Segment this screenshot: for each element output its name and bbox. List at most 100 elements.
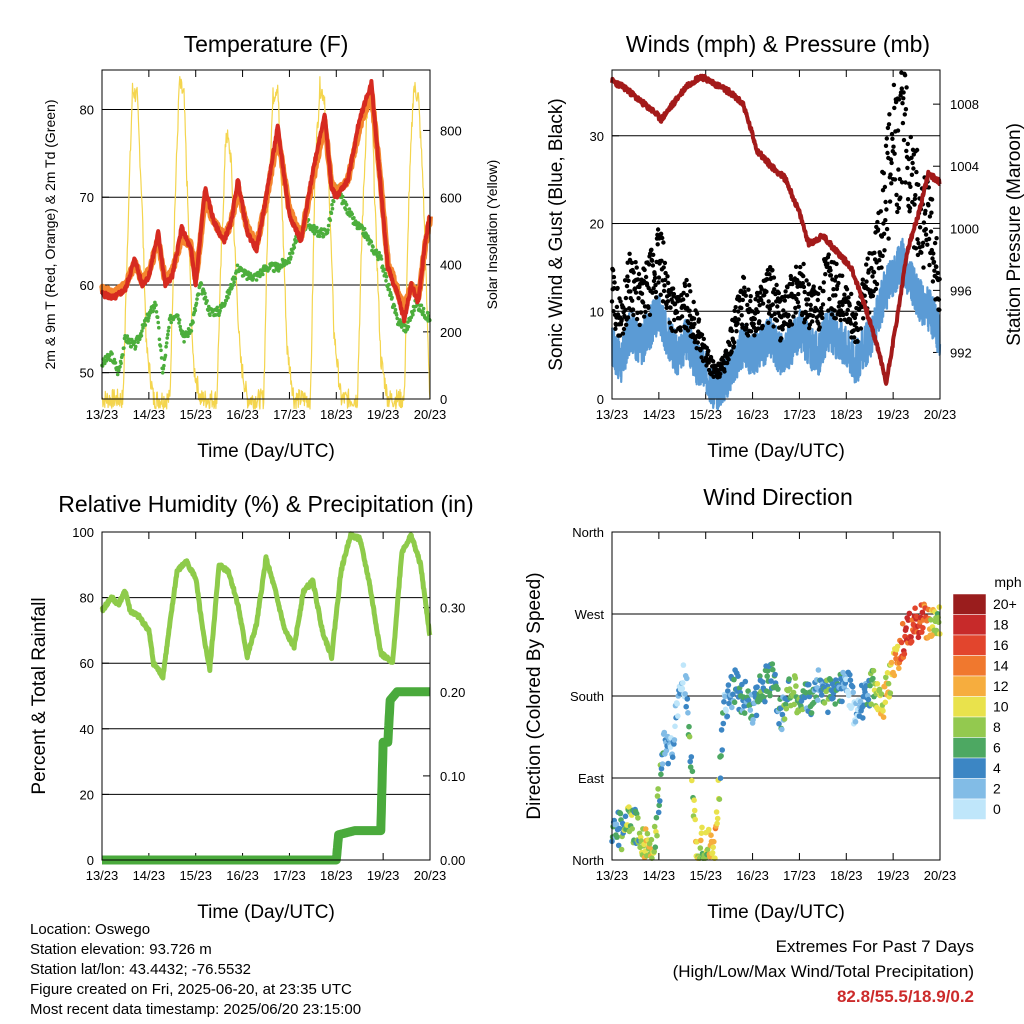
dewpoint-point: [177, 321, 181, 325]
y-tick-label: North: [572, 853, 604, 868]
gust-point: [661, 265, 666, 270]
gust-point: [927, 214, 933, 219]
direction-point: [658, 771, 664, 778]
dewpoint-point: [165, 336, 169, 340]
gust-point: [826, 308, 831, 313]
dewpoint-point: [157, 337, 162, 342]
dewpoint-point: [393, 307, 398, 312]
gust-point: [907, 205, 913, 211]
gust-point: [875, 227, 881, 232]
direction-point: [903, 625, 909, 631]
dewpoint-point: [133, 344, 138, 349]
direction-point: [920, 625, 926, 631]
gust-point: [619, 317, 624, 322]
direction-point: [840, 669, 846, 676]
gust-point: [759, 286, 764, 291]
gust-point: [841, 312, 846, 318]
dewpoint-point: [320, 231, 325, 236]
direction-point: [710, 844, 716, 851]
gust-point: [741, 275, 747, 280]
gust-point: [902, 112, 907, 117]
direction-point: [714, 815, 721, 822]
gust-point: [772, 311, 777, 317]
dewpoint-point: [117, 368, 121, 373]
gust-point: [757, 303, 762, 308]
x-tick-label: 16/23: [736, 868, 769, 883]
dewpoint-point: [411, 312, 415, 317]
dewpoint-point: [199, 282, 204, 287]
station-info: Location: Oswego Station elevation: 93.7…: [30, 920, 361, 1020]
dewpoint-point: [122, 346, 126, 350]
t2m-line: [100, 79, 432, 324]
direction-point: [865, 696, 872, 703]
direction-point: [697, 845, 704, 851]
gust-point: [902, 73, 908, 78]
chart-title: Winds (mph) & Pressure (mb): [626, 31, 930, 57]
gust-point: [846, 295, 851, 300]
gust-point: [620, 331, 626, 336]
gust-point: [934, 236, 939, 241]
gust-point: [655, 227, 661, 232]
gust-point: [883, 143, 889, 148]
direction-point: [659, 761, 666, 767]
direction-point: [850, 689, 856, 696]
direction-point: [725, 682, 732, 688]
gust-point: [681, 297, 686, 302]
gust-point: [760, 301, 766, 306]
gust-point: [726, 357, 731, 362]
gust-point: [926, 236, 932, 242]
direction-point: [642, 826, 649, 832]
dewpoint-point: [330, 202, 334, 207]
direction-point: [654, 793, 661, 799]
x-tick-label: 20/23: [414, 868, 447, 883]
gust-point: [766, 299, 771, 304]
dewpoint-point: [186, 334, 190, 339]
gust-point: [627, 251, 632, 256]
gust-point: [731, 344, 736, 349]
gust-point: [915, 252, 921, 258]
y-tick-label: 20: [80, 787, 94, 802]
dewpoint-point: [224, 298, 229, 303]
dewpoint-point: [254, 278, 259, 282]
colorbar-swatch: [952, 716, 987, 738]
direction-point: [742, 678, 749, 685]
colorbar-label: 12: [993, 678, 1009, 694]
direction-point: [722, 693, 728, 700]
direction-point: [679, 685, 686, 692]
gust-point: [662, 283, 667, 288]
direction-point: [912, 605, 918, 611]
direction-point: [786, 676, 792, 682]
gust-series: [609, 70, 942, 380]
gust-point: [789, 322, 795, 327]
gust-point: [630, 298, 635, 303]
gust-point: [745, 333, 751, 338]
direction-point: [776, 721, 782, 727]
direction-point: [684, 675, 690, 682]
dewpoint-point: [162, 363, 166, 368]
gust-point: [892, 105, 897, 111]
dewpoint-point: [369, 240, 374, 244]
gust-point: [926, 203, 931, 208]
gust-point: [637, 322, 642, 328]
gust-point: [838, 317, 843, 323]
gust-point: [801, 273, 806, 279]
gust-point: [928, 229, 934, 234]
gust-point: [706, 367, 712, 373]
gust-point: [882, 184, 888, 190]
colorbar-label: 6: [993, 740, 1001, 756]
dewpoint-point: [387, 282, 391, 287]
direction-point: [723, 708, 729, 714]
gust-point: [626, 278, 631, 283]
dewpoint-point: [272, 269, 276, 274]
dewpoint-point: [110, 352, 114, 356]
direction-point: [671, 737, 678, 743]
dewpoint-point: [132, 340, 137, 345]
y-axis-label: Percent & Total Rainfall: [29, 597, 50, 794]
gust-point: [904, 85, 909, 90]
gust-point: [718, 371, 723, 377]
gust-point: [869, 265, 874, 271]
x-tick-label: 15/23: [179, 407, 212, 422]
gust-point: [790, 281, 795, 287]
dewpoint-point: [326, 228, 330, 232]
dewpoint-point: [251, 276, 256, 281]
